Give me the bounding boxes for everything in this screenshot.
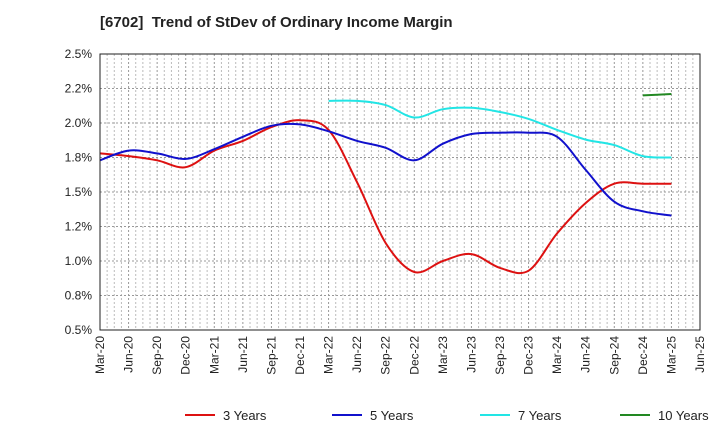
legend-label-5-years: 5 Years [370,408,414,423]
x-tick-label: Dec-20 [179,336,193,375]
x-tick-label: Mar-23 [436,336,450,374]
x-tick-label: Jun-24 [579,336,593,373]
x-tick-label: Dec-21 [293,336,307,375]
legend: 3 Years 5 Years 7 Years 10 Years [185,408,709,423]
legend-label-7-years: 7 Years [518,408,562,423]
chart-title: [6702] Trend of StDev of Ordinary Income… [100,14,453,31]
series-line-3-years [99,119,672,275]
y-tick-label: 1.5% [65,185,93,199]
x-tick-label: Sep-22 [379,336,393,375]
x-tick-label: Mar-24 [550,336,564,374]
x-tick-label: Jun-21 [236,336,250,373]
y-tick-label: 1.8% [65,151,93,165]
y-tick-label: 2.0% [65,116,93,130]
legend-label-3-years: 3 Years [223,408,267,423]
x-tick-label: Dec-24 [636,336,650,375]
x-tick-label: Jun-25 [693,336,707,373]
x-tick-label: Sep-23 [493,336,507,375]
series-line-5-years [99,122,672,217]
x-tick-label: Sep-20 [150,336,164,375]
series-line-10-years [642,93,672,97]
x-tick-label: Mar-21 [207,336,221,374]
y-tick-label: 1.0% [65,254,93,268]
x-tick-label: Jun-23 [464,336,478,373]
x-axis-ticks: Mar-20 Jun-20 Sep-20 Dec-20 Mar-21 Jun-21 Sep-… [93,336,707,375]
x-tick-label: Dec-22 [407,336,421,375]
x-tick-label: Jun-22 [350,336,364,373]
y-tick-label: 2.2% [65,82,93,96]
x-tick-label: Mar-25 [664,336,678,374]
x-tick-label: Mar-22 [322,336,336,374]
plot-lines [99,93,672,275]
y-axis-ticks: 0.5% 0.8% 1.0% 1.2% 1.5% 1.8% 2.0% 2.2% 2.5% [65,47,93,337]
x-tick-label: Dec-23 [522,336,536,375]
legend-label-10-years: 10 Years [658,408,709,423]
y-tick-label: 0.8% [65,289,93,303]
plot-frame [99,53,701,331]
y-tick-label: 0.5% [65,323,93,337]
x-tick-label: Mar-20 [93,336,107,374]
series-line-7-years [328,99,672,159]
x-tick-label: Sep-21 [264,336,278,375]
grid [99,53,701,331]
x-tick-label: Sep-24 [607,336,621,375]
y-tick-label: 1.2% [65,220,93,234]
x-tick-label: Jun-20 [122,336,136,373]
y-tick-label: 2.5% [65,47,93,61]
